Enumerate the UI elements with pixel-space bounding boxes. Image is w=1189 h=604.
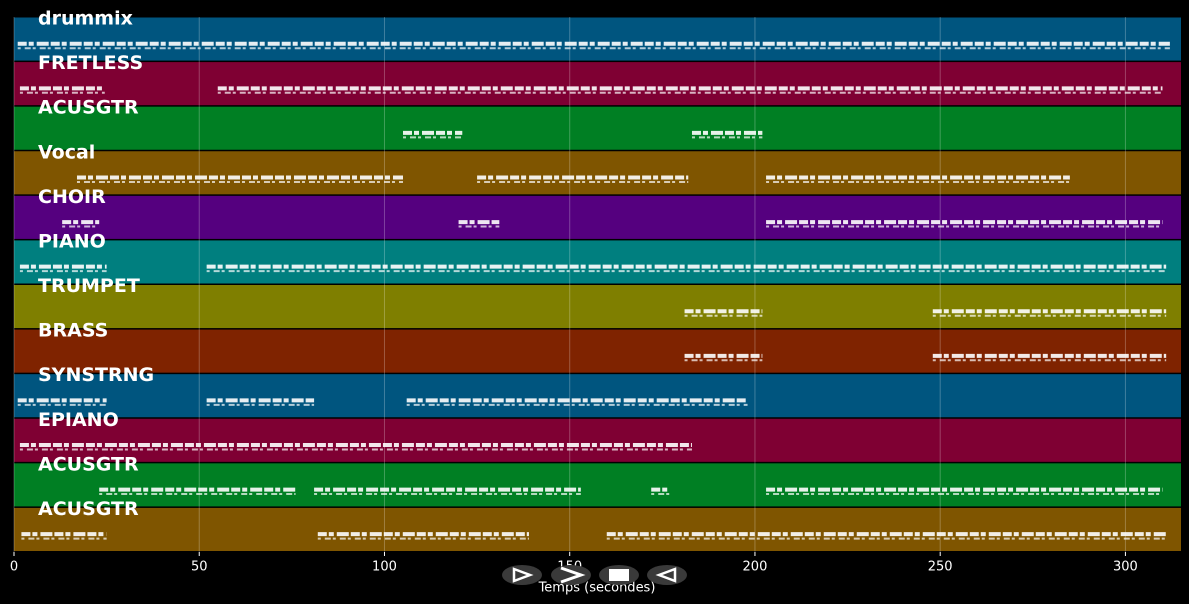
- note-group: [19, 264, 107, 273]
- x-tick-label: 300: [1113, 560, 1138, 575]
- track-row: [14, 151, 1181, 195]
- track-labels: drummix FRETLESS ACUSGTR Vocal CHOIR PIANO TRU…: [38, 8, 154, 520]
- track-row: [14, 195, 1181, 239]
- note-group: [17, 41, 1170, 50]
- track-label: TRUMPET: [38, 275, 140, 297]
- note-group: [932, 353, 1167, 362]
- track-label: ACUSGTR: [38, 453, 139, 475]
- note-group: [206, 398, 315, 406]
- stop-button[interactable]: [599, 565, 639, 585]
- note-group: [76, 175, 403, 183]
- note-group: [606, 532, 1167, 540]
- note-group: [17, 398, 107, 406]
- note-group: [691, 130, 763, 139]
- track-label: drummix: [38, 8, 133, 30]
- track-row: [14, 418, 1181, 462]
- note-group: [317, 532, 529, 540]
- note-group: [206, 264, 1167, 273]
- tracks: [14, 17, 1181, 551]
- x-tick-label: 250: [928, 560, 953, 575]
- note-group: [766, 487, 1163, 496]
- x-tick-label: 0: [10, 560, 18, 575]
- note-group: [766, 175, 1070, 183]
- note-group: [21, 532, 107, 540]
- track-label: CHOIR: [38, 186, 106, 208]
- track-row: [14, 374, 1181, 418]
- note-group: [406, 398, 748, 406]
- note-group: [19, 86, 105, 94]
- track-row: [14, 17, 1181, 61]
- back-button[interactable]: [647, 565, 687, 585]
- note-group: [19, 443, 692, 451]
- track-label: ACUSGTR: [38, 97, 139, 119]
- note-group: [932, 309, 1167, 317]
- note-group: [403, 130, 463, 139]
- track-label: BRASS: [38, 320, 108, 342]
- track-label: ACUSGTR: [38, 498, 139, 520]
- track-label: PIANO: [38, 230, 106, 252]
- note-group: [651, 487, 670, 496]
- track-row: [14, 62, 1181, 106]
- note-group: [684, 353, 763, 362]
- playback-controls: [502, 565, 687, 585]
- note-group: [99, 487, 296, 496]
- track-label: Vocal: [38, 141, 95, 163]
- note-group: [314, 487, 581, 496]
- x-tick-label: 200: [743, 560, 768, 575]
- track-label: SYNSTRNG: [38, 364, 154, 386]
- x-axis-label: Temps (secondes): [538, 581, 656, 596]
- note-group: [766, 220, 1163, 228]
- track-row: [14, 463, 1181, 507]
- track-label: EPIANO: [38, 409, 119, 431]
- forward-button[interactable]: [551, 565, 591, 585]
- x-tick-label: 50: [191, 560, 208, 575]
- play-button[interactable]: [502, 565, 542, 585]
- grid: [13, 17, 1126, 552]
- track-row: [14, 285, 1181, 329]
- notes: [17, 41, 1170, 540]
- track-row: [14, 329, 1181, 373]
- track-row: [14, 507, 1181, 551]
- x-tick-label: 100: [372, 560, 397, 575]
- note-group: [62, 220, 100, 228]
- track-row: [14, 106, 1181, 150]
- track-row: [14, 240, 1181, 284]
- track-label: FRETLESS: [38, 52, 143, 74]
- note-group: [458, 220, 500, 228]
- note-group: [477, 175, 689, 183]
- note-group: [217, 86, 1163, 94]
- note-group: [684, 309, 763, 317]
